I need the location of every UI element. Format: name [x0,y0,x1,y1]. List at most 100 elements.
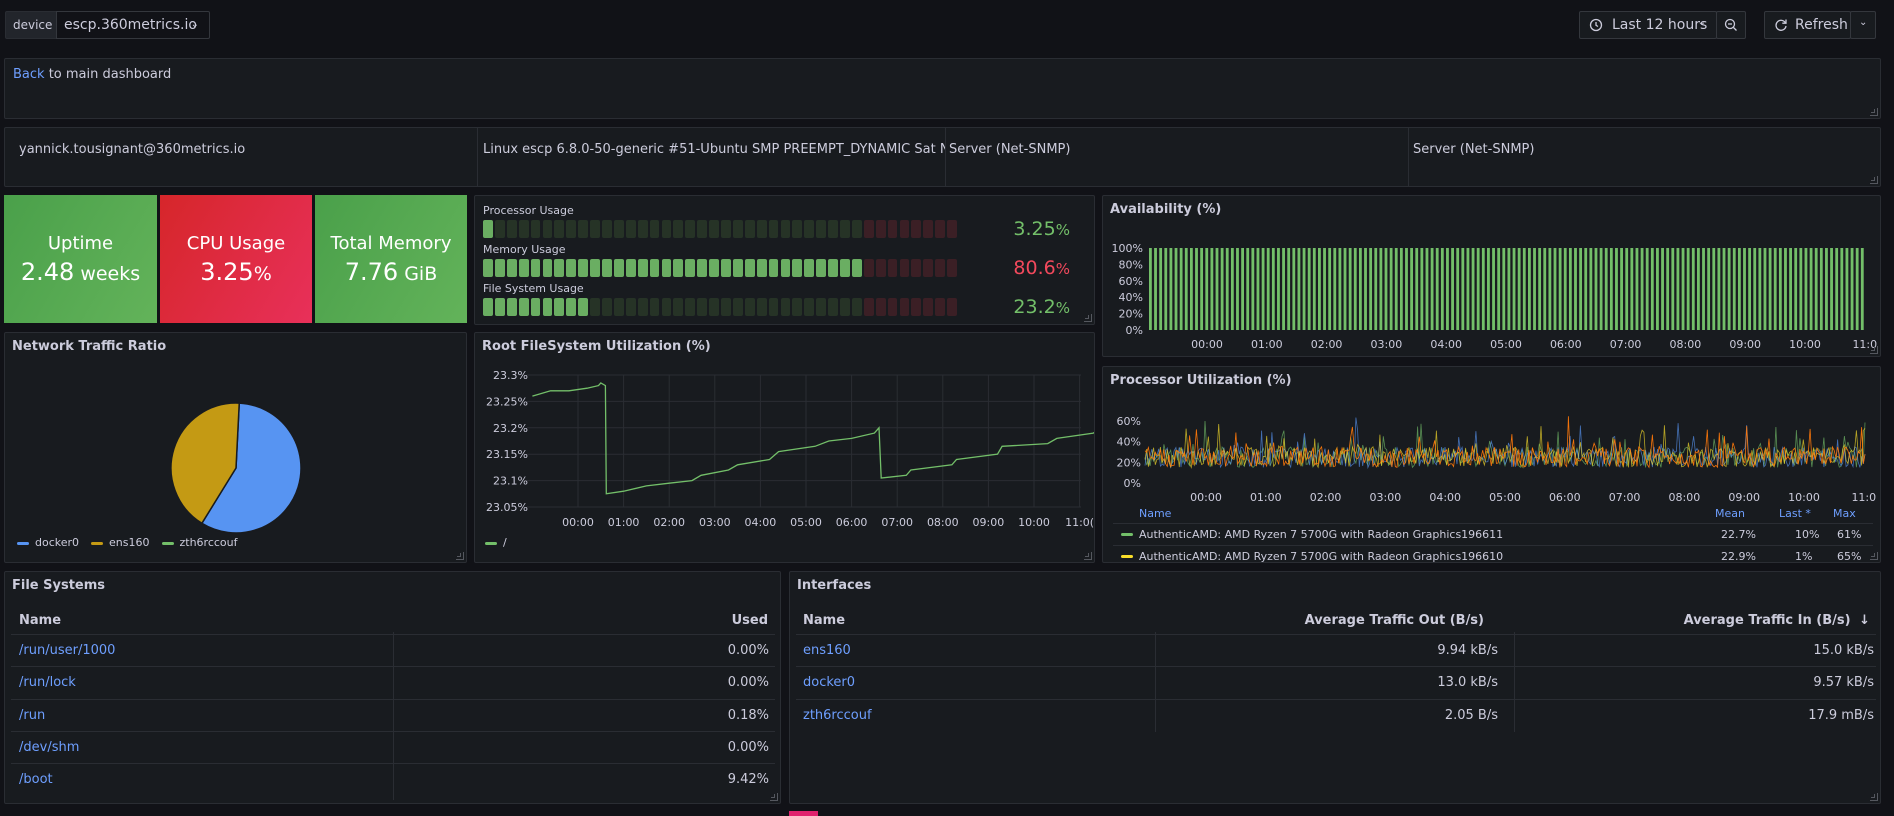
column-header-name[interactable]: Name [19,613,62,628]
x-tick-label: 09:00 [1728,491,1760,504]
interface-link[interactable]: ens160 [803,643,851,658]
x-tick-label: 05:00 [1490,338,1522,351]
legend-header-mean[interactable]: Mean [1715,507,1745,520]
legend-last: 1% [1795,550,1813,563]
availability-chart: 100% 80% 60% 40% 20% 0% 00:00 01:00 02:00 03:00 04… [1112,242,1878,351]
resize-handle[interactable] [1870,176,1878,184]
availability-bar [1568,248,1572,330]
legend-row[interactable]: AuthenticAMD: AMD Ryzen 7 5700G with Rad… [1113,545,1873,563]
stat-value: 2.48 [20,258,75,286]
gauge-cell [851,220,862,238]
refresh-interval-dropdown[interactable]: ⌄ [1850,11,1876,39]
back-text: to main dashboard [44,67,172,82]
availability-bar [1830,248,1833,330]
availability-bar [1676,248,1680,330]
availability-bar [1497,248,1501,330]
filesystem-link[interactable]: /run [19,707,46,723]
column-header-name[interactable]: Name [803,613,846,628]
column-header-traffic-in[interactable]: Average Traffic In (B/s) ↓ [1683,613,1870,628]
legend-item[interactable]: zth6rccouf [161,536,238,549]
back-link[interactable]: Back [13,67,45,82]
refresh-button[interactable]: Refresh [1764,11,1851,39]
legend-header-name[interactable]: Name [1139,507,1172,520]
availability-bar [1476,248,1480,330]
availability-bar [1825,248,1828,330]
column-header-traffic-out[interactable]: Average Traffic Out (B/s) [1304,613,1484,628]
filesystem-link[interactable]: /run/user/1000 [19,643,116,658]
legend-series-name: AuthenticAMD: AMD Ryzen 7 5700G with Rad… [1139,528,1504,541]
table-row: docker0 13.0 kB/s 9.57 kB/s [796,666,1876,698]
legend-header-max[interactable]: Max [1833,507,1856,520]
gauge-cell [673,298,684,316]
resize-handle[interactable] [1870,552,1878,560]
variable-label: device [5,11,61,39]
availability-bar [1246,248,1250,330]
resize-handle[interactable] [770,793,778,801]
gauge-cell [923,259,934,277]
availability-bar [1261,248,1265,330]
gauge-cell [483,259,493,277]
traffic-in-value: 15.0 kB/s [1813,643,1874,658]
availability-bar [1394,248,1398,330]
gauge-cell [625,259,636,277]
availability-bar [1814,248,1818,330]
availability-bar [1681,248,1685,330]
time-range-picker[interactable]: Last 12 hours ⌄ [1579,11,1717,39]
gauge-cell [887,259,898,277]
legend-row[interactable]: AuthenticAMD: AMD Ryzen 7 5700G with Rad… [1113,523,1873,545]
availability-bar [1748,248,1752,330]
availability-bar [1758,248,1762,330]
availability-bar [1553,248,1557,330]
availability-bar [1200,248,1204,330]
gauge-cell [602,220,612,238]
resize-handle[interactable] [456,552,464,560]
gauge-cell [875,298,886,316]
gauge-cell [483,298,493,316]
resize-handle[interactable] [1870,346,1878,354]
interface-link[interactable]: zth6rccouf [803,707,872,723]
gauge-cell [625,220,636,238]
legend-swatch [1121,533,1133,536]
availability-bar [1297,248,1301,330]
availability-bar [1195,248,1198,330]
pie-slice[interactable] [170,402,241,525]
filesystem-link[interactable]: /run/lock [19,675,76,691]
x-tick-label: 02:00 [653,516,685,529]
availability-bar [1179,248,1183,330]
pie-slice[interactable] [200,402,302,534]
y-tick-label: 60% [1119,275,1143,288]
legend-item[interactable]: ens160 [91,536,150,549]
resize-handle[interactable] [1084,314,1092,322]
stat-unit: weeks [74,263,141,285]
resize-handle[interactable] [1084,552,1092,560]
x-tick-label: 10:00 [1788,491,1820,504]
gauge-cell [649,298,660,316]
stat-title: Uptime [47,233,114,254]
legend-header-last[interactable]: Last * [1779,507,1811,520]
panel-title: Processor Utilization (%) [1110,373,1292,388]
filesystem-link[interactable]: /boot [19,772,53,788]
gauge-cell [566,259,577,277]
gauge-cell [780,259,791,277]
availability-bar [1220,248,1224,330]
device-select[interactable]: escp.360metrics.io ⌄ [56,11,210,39]
resize-handle[interactable] [1870,108,1878,116]
legend-item[interactable]: docker0 [17,536,79,549]
gauge-cell [613,259,624,277]
column-header-used[interactable]: Used [731,613,768,628]
resize-handle[interactable] [1870,793,1878,801]
availability-bar [1215,248,1219,330]
interface-link[interactable]: docker0 [803,675,856,691]
filesystem-link[interactable]: /dev/shm [19,739,80,755]
availability-bar [1364,248,1367,330]
availability-bar [1415,248,1419,330]
availability-bar [1753,248,1757,330]
availability-bar [1538,248,1542,330]
gauge-cell [756,220,767,238]
availability-bar [1522,248,1526,330]
file-systems-panel: File Systems Name Used /run/user/1000 0.… [4,571,781,804]
availability-bar [1840,248,1844,330]
x-tick-label: 06:00 [1550,338,1582,351]
gauge-cell [661,298,672,316]
zoom-out-button[interactable] [1716,11,1746,39]
